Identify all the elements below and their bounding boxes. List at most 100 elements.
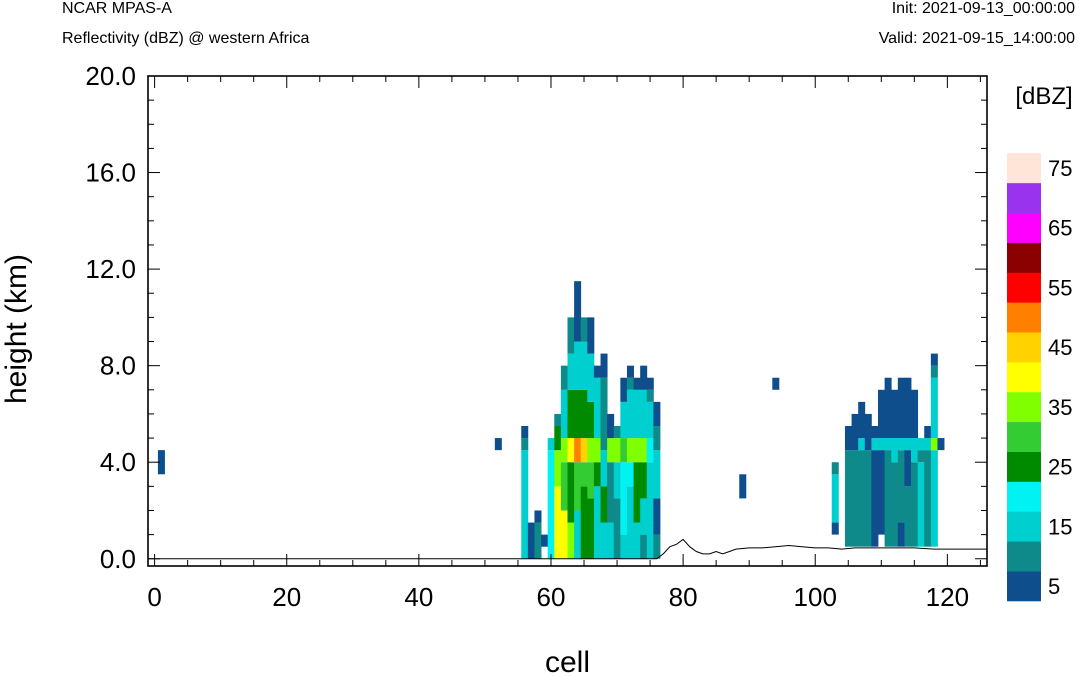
reflectivity-cell bbox=[567, 389, 575, 439]
colorbar-swatch bbox=[1007, 362, 1041, 393]
reflectivity-cell bbox=[653, 534, 661, 559]
reflectivity-cell bbox=[844, 450, 852, 547]
valid-time: Valid: 2021-09-15_14:00:00 bbox=[878, 30, 1075, 47]
reflectivity-cell bbox=[620, 401, 628, 439]
reflectivity-cell bbox=[593, 486, 601, 559]
reflectivity-cell bbox=[607, 413, 615, 439]
colorbar-tick-label: 35 bbox=[1048, 395, 1072, 420]
reflectivity-cell bbox=[640, 534, 648, 559]
reflectivity-cell bbox=[574, 389, 582, 439]
reflectivity-cell bbox=[858, 450, 866, 547]
colorbar-tick-label: 5 bbox=[1048, 574, 1060, 599]
terrain-line bbox=[148, 538, 987, 560]
reflectivity-cell bbox=[911, 462, 919, 547]
reflectivity-cell bbox=[917, 450, 925, 463]
colorbar-tick-label: 25 bbox=[1048, 455, 1072, 480]
reflectivity-cell bbox=[864, 450, 872, 547]
colorbar-swatch bbox=[1007, 571, 1041, 602]
reflectivity-cell bbox=[871, 426, 879, 439]
reflectivity-cell bbox=[633, 377, 641, 390]
x-tick-label: 80 bbox=[669, 582, 698, 612]
colorbar-tick-label: 75 bbox=[1048, 156, 1072, 181]
reflectivity-cell bbox=[593, 377, 601, 439]
reflectivity-cell bbox=[587, 317, 595, 354]
reflectivity-cell bbox=[580, 317, 588, 342]
chart-subtitle: Reflectivity (dBZ) @ western Africa bbox=[62, 30, 310, 47]
reflectivity-cell bbox=[494, 438, 502, 451]
reflectivity-cell bbox=[580, 462, 588, 487]
colorbar-swatch bbox=[1007, 421, 1041, 452]
x-tick-label: 0 bbox=[147, 582, 161, 612]
reflectivity-cell bbox=[904, 377, 912, 439]
reflectivity-cell bbox=[560, 438, 568, 463]
y-tick-label: 8.0 bbox=[100, 351, 136, 381]
reflectivity-cell bbox=[851, 450, 859, 547]
reflectivity-cell bbox=[534, 510, 542, 523]
y-tick-label: 4.0 bbox=[100, 447, 136, 477]
colorbar-swatch bbox=[1007, 541, 1041, 572]
reflectivity-cell bbox=[924, 438, 932, 451]
reflectivity-cell bbox=[560, 510, 568, 559]
reflectivity-cell bbox=[871, 438, 879, 451]
reflectivity-cell bbox=[567, 317, 575, 354]
reflectivity-cell bbox=[574, 341, 582, 390]
reflectivity-cell bbox=[831, 474, 839, 523]
colorbar-swatch bbox=[1007, 153, 1041, 184]
reflectivity-cell bbox=[587, 498, 595, 559]
reflectivity-cell bbox=[633, 522, 641, 559]
reflectivity-cell bbox=[541, 534, 549, 547]
reflectivity-cell bbox=[580, 389, 588, 439]
reflectivity-cell bbox=[884, 377, 892, 439]
reflectivity-cell bbox=[554, 413, 562, 426]
reflectivity-cell bbox=[587, 401, 595, 439]
reflectivity-cell bbox=[646, 438, 654, 463]
reflectivity-cell bbox=[653, 401, 661, 426]
reflectivity-cell bbox=[891, 438, 899, 463]
colorbar-label: [dBZ] bbox=[1015, 83, 1072, 110]
y-tick-label: 20.0 bbox=[85, 61, 136, 91]
colorbar-tick-label: 55 bbox=[1048, 275, 1072, 300]
reflectivity-cell bbox=[613, 498, 621, 559]
colorbar-tick-label: 45 bbox=[1048, 335, 1072, 360]
reflectivity-cell bbox=[897, 438, 905, 451]
reflectivity-cell bbox=[554, 426, 562, 451]
reflectivity-cell bbox=[646, 401, 654, 439]
reflectivity-cell bbox=[633, 462, 641, 523]
reflectivity-cell bbox=[593, 438, 601, 463]
reflectivity-cell bbox=[924, 450, 932, 547]
reflectivity-cell bbox=[911, 438, 919, 463]
reflectivity-cell bbox=[580, 486, 588, 559]
reflectivity-cell bbox=[600, 353, 608, 378]
reflectivity-cell bbox=[904, 486, 912, 547]
reflectivity-cell bbox=[864, 413, 872, 451]
colorbar-swatch bbox=[1007, 332, 1041, 363]
reflectivity-cell bbox=[930, 450, 938, 547]
reflectivity-cell bbox=[521, 426, 529, 439]
x-tick-label: 40 bbox=[404, 582, 433, 612]
reflectivity-cell bbox=[547, 450, 555, 559]
reflectivity-cell bbox=[626, 438, 634, 463]
reflectivity-cell bbox=[626, 377, 634, 390]
reflectivity-cell bbox=[897, 377, 905, 439]
reflectivity-cell bbox=[574, 281, 582, 342]
reflectivity-cell bbox=[646, 522, 654, 559]
y-tick-label: 16.0 bbox=[85, 158, 136, 188]
reflectivity-cell bbox=[554, 450, 562, 487]
reflectivity-cell bbox=[844, 426, 852, 451]
colorbar-tick-label: 15 bbox=[1048, 514, 1072, 539]
reflectivity-cell bbox=[640, 389, 648, 439]
plot-frame bbox=[147, 75, 988, 567]
colorbar-swatch bbox=[1007, 391, 1041, 423]
reflectivity-cell bbox=[858, 401, 866, 439]
reflectivity-cell bbox=[560, 365, 568, 390]
colorbar-tick-label: 65 bbox=[1048, 216, 1072, 241]
reflectivity-cell bbox=[574, 438, 582, 463]
colorbar-swatch bbox=[1007, 212, 1041, 243]
reflectivity-cell bbox=[620, 438, 628, 463]
reflectivity-cell bbox=[930, 438, 938, 451]
reflectivity-cell bbox=[878, 389, 886, 439]
reflectivity-cell bbox=[904, 450, 912, 487]
reflectivity-cell bbox=[567, 438, 575, 463]
model-name: NCAR MPAS-A bbox=[62, 0, 172, 17]
reflectivity-cell bbox=[613, 426, 621, 439]
